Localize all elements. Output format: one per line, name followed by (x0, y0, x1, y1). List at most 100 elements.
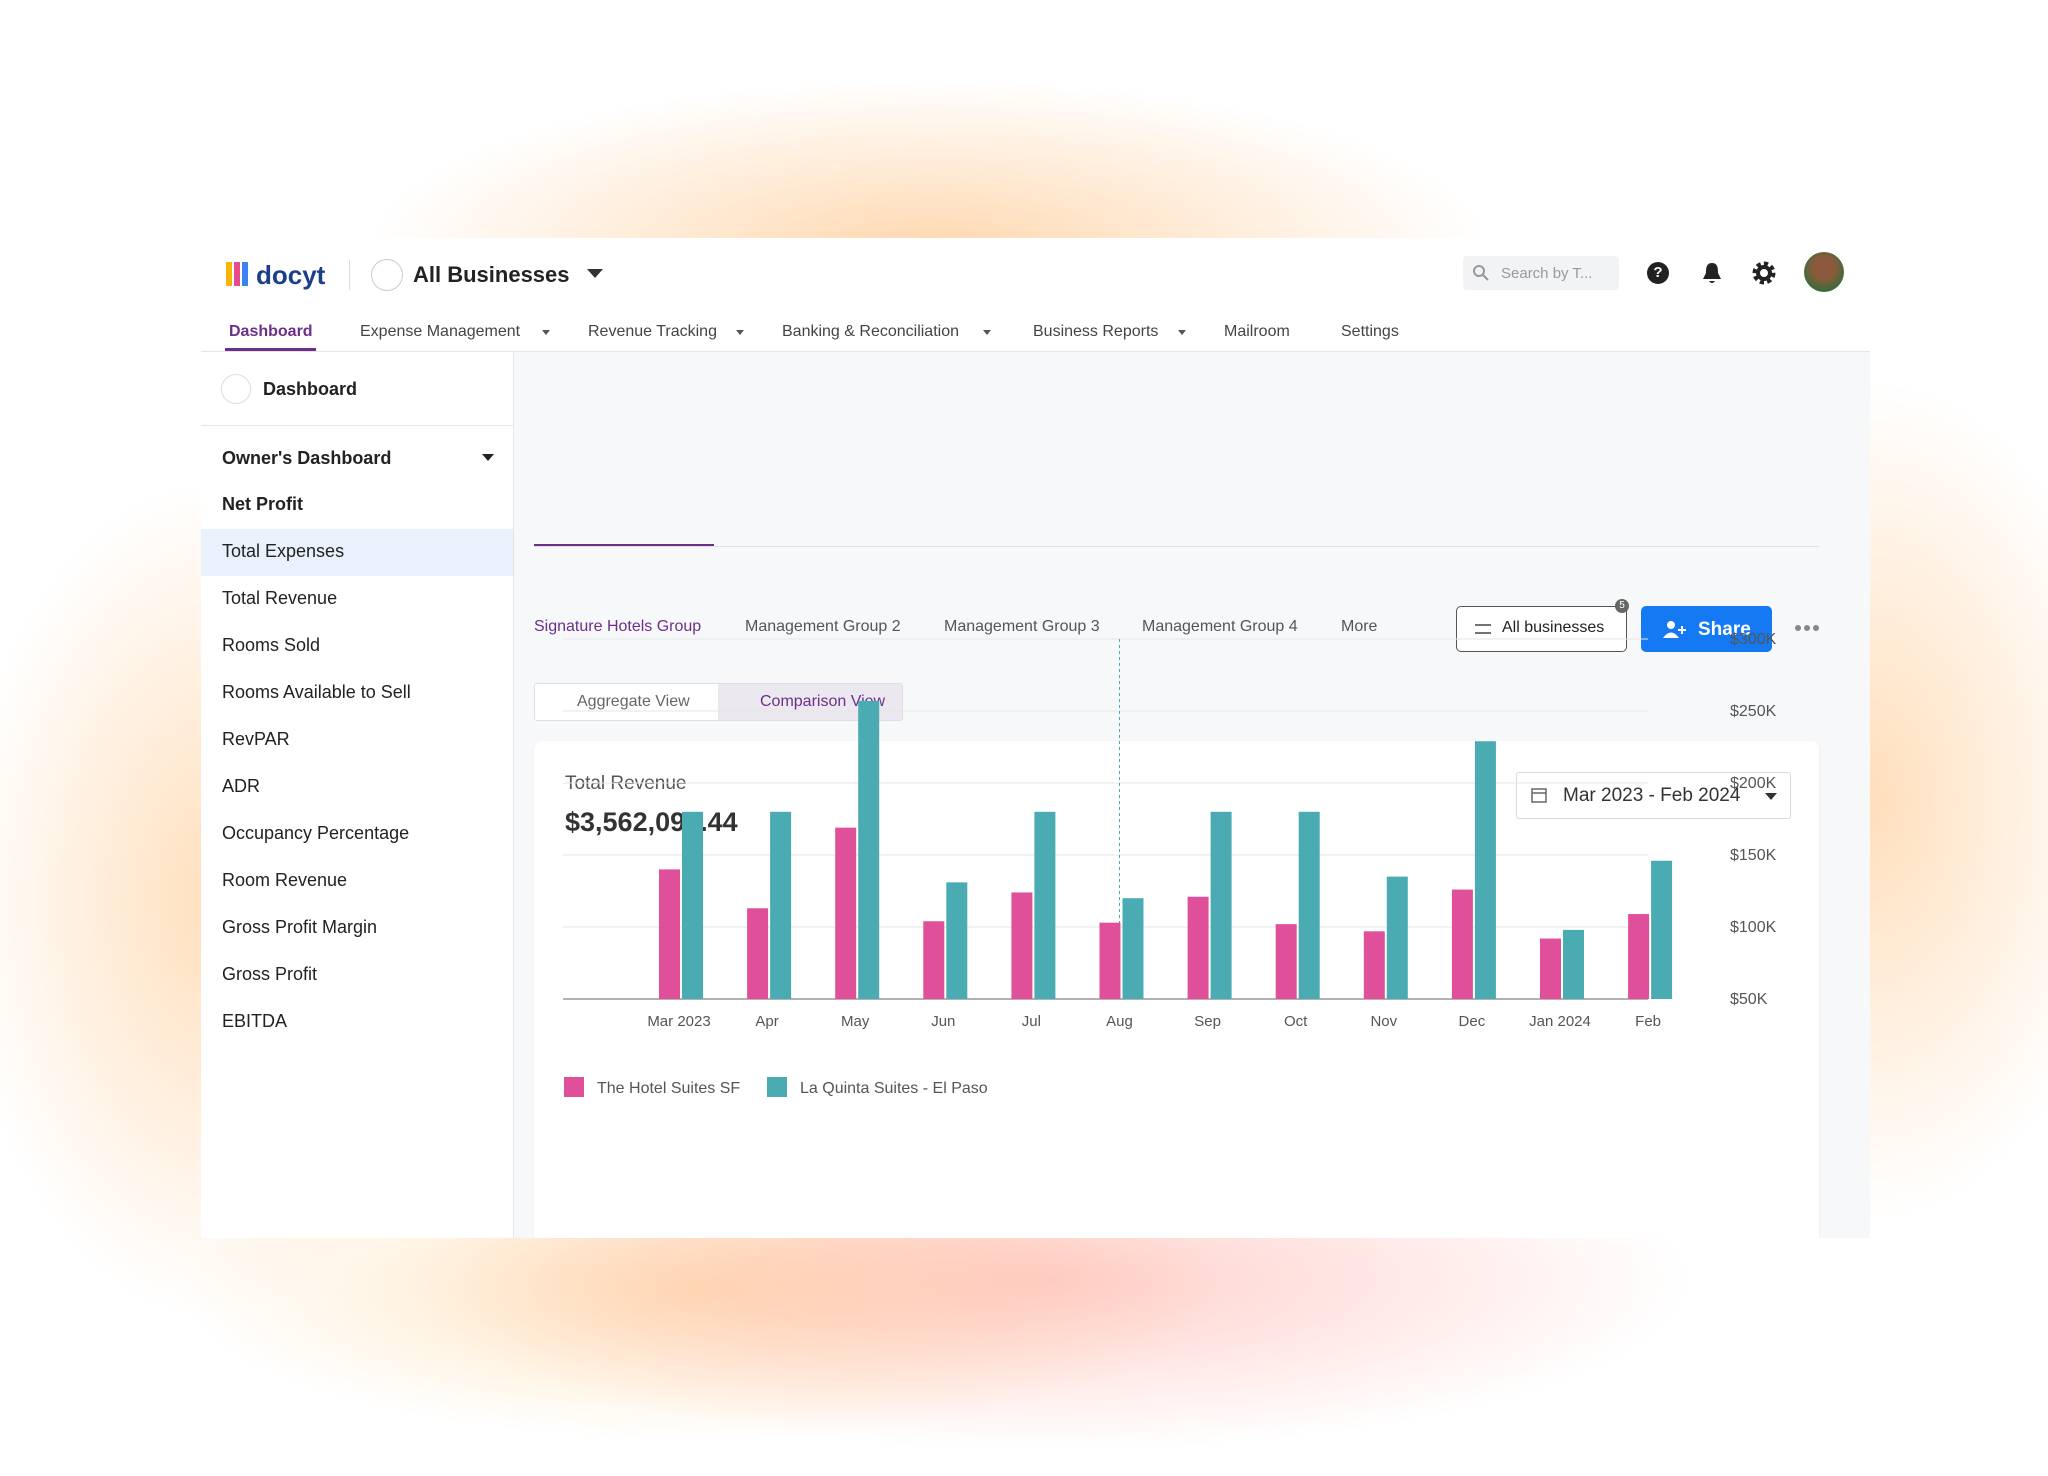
x-tick-label: May (841, 1013, 870, 1030)
bar (1034, 811, 1056, 999)
section-title[interactable]: Owner's Dashboard (222, 448, 392, 468)
sidebar-item[interactable]: EBITDA (222, 1011, 288, 1031)
filter-button[interactable]: All businesses 5 (1456, 599, 1629, 652)
sidebar-item[interactable]: Total Expenses (222, 541, 345, 561)
sidebar-item[interactable]: Gross Profit Margin (222, 917, 378, 937)
x-tick-label: Jun (931, 1013, 955, 1030)
bar (1363, 931, 1385, 999)
nav-item[interactable]: Expense Management (360, 323, 521, 340)
divider (349, 260, 350, 290)
view-option[interactable]: Comparison View (760, 693, 886, 710)
legend-swatch (767, 1077, 787, 1097)
bar (946, 882, 968, 999)
x-tick-label: Mar 2023 (647, 1013, 710, 1030)
bar (1210, 811, 1232, 999)
view-option[interactable]: Aggregate View (577, 693, 690, 710)
x-tick-label: Jul (1022, 1013, 1041, 1030)
share-icon (1663, 621, 1686, 638)
y-tick-label: $150K (1730, 847, 1777, 864)
date-range: Mar 2023 - Feb 2024 (1563, 785, 1741, 806)
bell-icon[interactable] (1701, 261, 1723, 285)
bar (770, 811, 792, 999)
bar (1187, 896, 1209, 999)
bar (1474, 741, 1496, 999)
dropdown-caret (587, 269, 603, 278)
date-range-picker[interactable]: Mar 2023 - Feb 2024 (1516, 772, 1791, 819)
legend-label: The Hotel Suites SF (597, 1080, 740, 1097)
sidebar: Dashboard Owner's Dashboard Net Profit To… (201, 352, 513, 1238)
divider (201, 425, 513, 426)
y-tick-label: $100K (1730, 919, 1777, 936)
sidebar-item[interactable]: Rooms Sold (222, 635, 321, 655)
share-button[interactable]: Share (1641, 606, 1772, 652)
bar (747, 908, 769, 999)
bar (1540, 938, 1561, 999)
legend-label: La Quinta Suites - El Paso (800, 1080, 988, 1097)
nav-underline (225, 348, 316, 351)
nav-item[interactable]: Business Reports (1033, 323, 1159, 340)
legend-swatch (564, 1077, 584, 1097)
nav-item[interactable]: Dashboard (229, 323, 313, 340)
tab[interactable]: Management Group 2 (745, 618, 901, 635)
x-tick-label: Dec (1459, 1013, 1486, 1030)
bar (1011, 892, 1033, 999)
y-tick-label: $50K (1730, 991, 1768, 1008)
logo[interactable]: docyt (256, 260, 326, 290)
filter-label: All businesses (1502, 619, 1605, 636)
bar (659, 869, 680, 999)
business-selector[interactable]: All Businesses (413, 262, 570, 287)
nav-item[interactable]: Mailroom (1224, 323, 1290, 340)
filter-icon (1475, 624, 1491, 634)
x-tick-label: Aug (1106, 1013, 1133, 1030)
search-placeholder: Search by T... (1501, 265, 1593, 282)
bar (1298, 811, 1320, 999)
bar (682, 811, 703, 999)
sidebar-item[interactable]: ADR (222, 776, 261, 796)
x-tick-label: Jan 2024 (1529, 1013, 1591, 1030)
date-caret (1765, 793, 1777, 800)
tab[interactable]: More (1341, 618, 1378, 635)
sidebar-item[interactable]: Occupancy Percentage (222, 823, 410, 843)
nav-item[interactable]: Revenue Tracking (588, 323, 717, 340)
settings-icon[interactable] (1752, 261, 1776, 285)
tab-line (534, 546, 1819, 547)
bar (1099, 922, 1121, 999)
business-icon (371, 259, 403, 291)
nav-bar: Dashboard Expense Management Revenue Track… (201, 314, 1870, 352)
bar (923, 921, 945, 999)
bar (835, 827, 857, 999)
bar (1628, 914, 1650, 999)
sidebar-item[interactable]: Net Profit (222, 494, 303, 514)
more-menu[interactable] (1794, 624, 1820, 632)
y-tick-label: $300K (1730, 631, 1777, 648)
x-tick-label: Nov (1370, 1013, 1397, 1030)
sidebar-item[interactable]: Gross Profit (222, 964, 318, 984)
avatar[interactable] (1804, 252, 1844, 292)
sidebar-item[interactable]: Total Revenue (222, 588, 338, 608)
bar (1451, 889, 1473, 999)
nav-caret (1178, 330, 1186, 339)
tab-underline (534, 544, 714, 547)
tab[interactable]: Signature Hotels Group (534, 618, 702, 635)
bar (1386, 876, 1408, 999)
tab[interactable]: Management Group 4 (1142, 618, 1298, 635)
nav-item[interactable]: Settings (1341, 323, 1399, 340)
tab[interactable]: Management Group 3 (944, 618, 1100, 635)
y-tick-label: $250K (1730, 703, 1777, 720)
section-caret (482, 454, 494, 461)
logo-mark (226, 262, 252, 286)
sidebar-item[interactable]: Room Revenue (222, 870, 348, 890)
bar (858, 700, 880, 999)
sidebar-item[interactable]: RevPAR (222, 729, 290, 749)
nav-item[interactable]: Banking & Reconciliation (782, 323, 959, 340)
bar (1563, 929, 1584, 999)
search-icon (1473, 265, 1489, 281)
search-box[interactable]: Search by T... (1463, 256, 1619, 290)
help-icon[interactable]: ? (1647, 262, 1669, 284)
nav-caret (542, 330, 550, 339)
sidebar-item[interactable]: Rooms Available to Sell (222, 682, 411, 702)
calendar-icon (1531, 788, 1547, 803)
filter-count: 5 (1615, 599, 1629, 613)
